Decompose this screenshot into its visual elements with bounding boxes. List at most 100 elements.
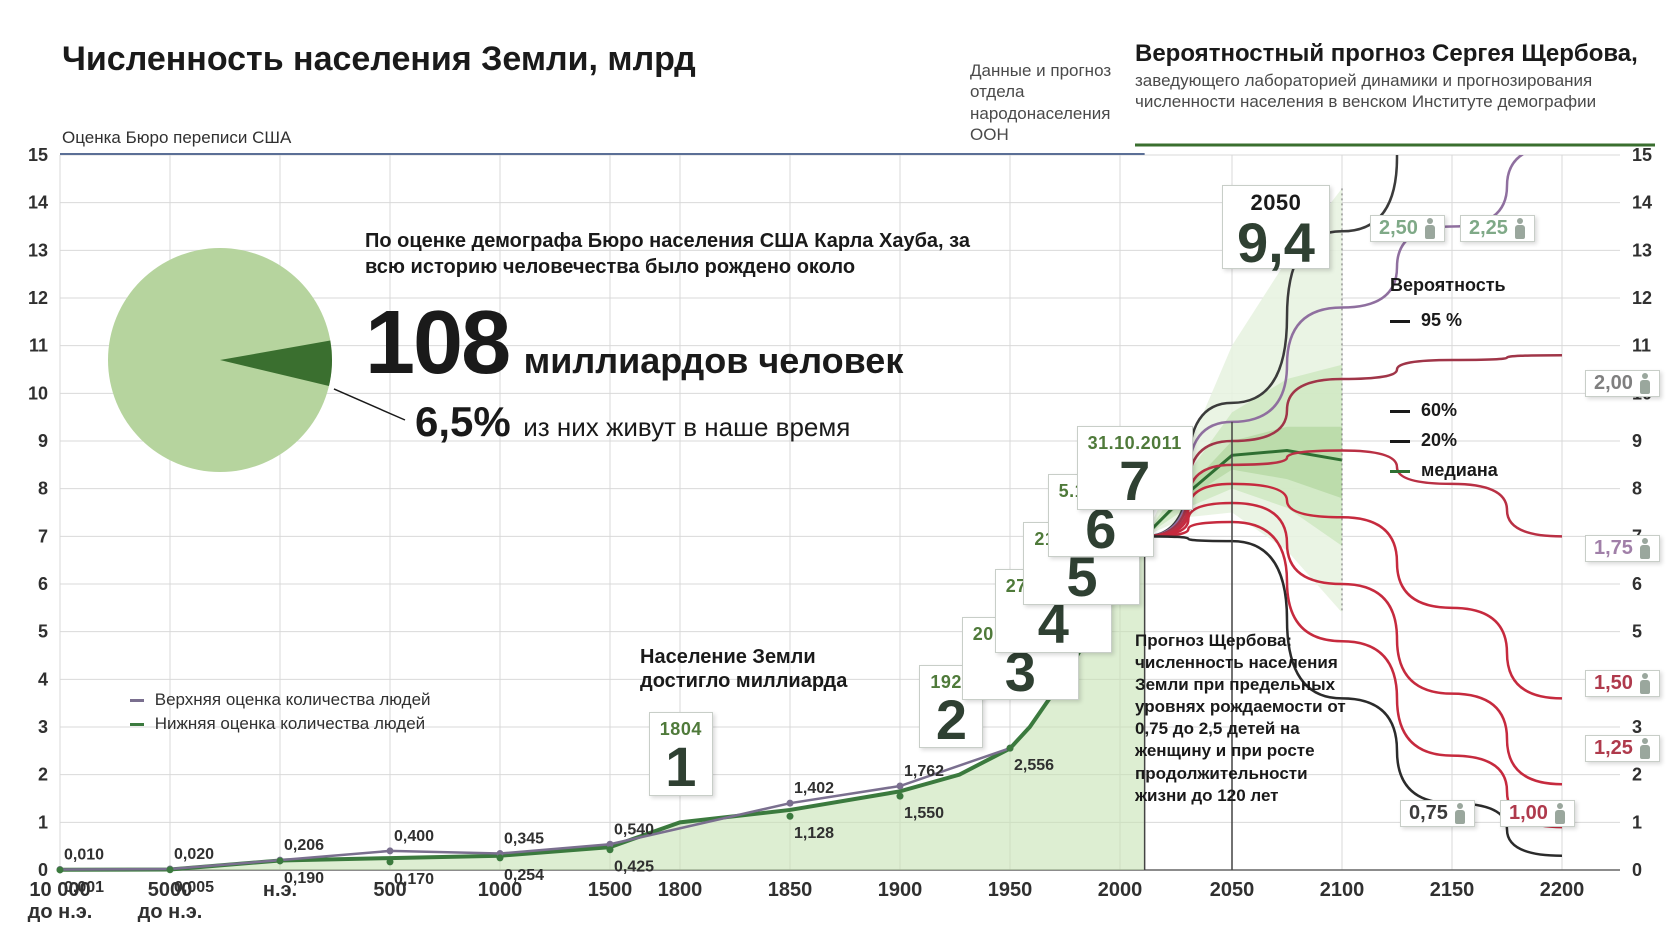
proj-value: 1,75 bbox=[1594, 537, 1633, 560]
svg-text:0,020: 0,020 bbox=[174, 846, 214, 863]
svg-text:до н.э.: до н.э. bbox=[138, 901, 203, 923]
proj-value: 1,00 bbox=[1509, 802, 1548, 825]
person-icon bbox=[1514, 218, 1526, 240]
pie-big-unit: миллиардов человек bbox=[524, 340, 904, 381]
svg-text:2100: 2100 bbox=[1320, 879, 1365, 901]
svg-text:7: 7 bbox=[38, 526, 48, 546]
proj-label-2,25: 2,25 bbox=[1460, 215, 1535, 242]
infographic-root: Численность населения Земли, млрд Оценка… bbox=[0, 0, 1680, 945]
svg-text:2200: 2200 bbox=[1540, 879, 1585, 901]
svg-text:0,001: 0,001 bbox=[64, 879, 104, 896]
proj-value: 1,50 bbox=[1594, 672, 1633, 695]
svg-text:2: 2 bbox=[1632, 765, 1642, 785]
milestone-number: 7 bbox=[1088, 456, 1182, 506]
pie-big-line: 108 миллиардов человек bbox=[365, 292, 903, 395]
svg-text:13: 13 bbox=[1632, 240, 1652, 260]
svg-text:6: 6 bbox=[38, 574, 48, 594]
svg-text:12: 12 bbox=[28, 288, 48, 308]
proj-label-2,50: 2,50 bbox=[1370, 215, 1445, 242]
svg-text:2000: 2000 bbox=[1098, 879, 1143, 901]
person-icon bbox=[1454, 803, 1466, 825]
person-icon bbox=[1639, 538, 1651, 560]
proj-label-1,50: 1,50 bbox=[1585, 670, 1660, 697]
svg-text:0,010: 0,010 bbox=[64, 847, 104, 864]
svg-text:5: 5 bbox=[1632, 622, 1642, 642]
svg-text:0,005: 0,005 bbox=[174, 879, 214, 896]
svg-text:2150: 2150 bbox=[1430, 879, 1475, 901]
proj-label-1,75: 1,75 bbox=[1585, 535, 1660, 562]
milestone-number: 1 bbox=[660, 742, 702, 792]
upper-estimate-legend: Верхняя оценка количества людей bbox=[130, 690, 431, 710]
milestone-box-1: 1804 1 bbox=[649, 712, 713, 795]
svg-text:0,345: 0,345 bbox=[504, 831, 544, 848]
svg-text:0,425: 0,425 bbox=[614, 859, 654, 876]
svg-text:1,128: 1,128 bbox=[794, 825, 834, 842]
person-icon bbox=[1554, 803, 1566, 825]
svg-text:8: 8 bbox=[38, 479, 48, 499]
svg-text:1,550: 1,550 bbox=[904, 805, 944, 822]
proj-label-2,00: 2,00 bbox=[1585, 370, 1660, 397]
prob-legend-20: 20% bbox=[1390, 430, 1457, 451]
scherbov-note: Прогноз Щербова: численность населения З… bbox=[1135, 630, 1360, 807]
svg-text:2: 2 bbox=[38, 765, 48, 785]
svg-text:10: 10 bbox=[28, 383, 48, 403]
svg-text:15: 15 bbox=[28, 145, 48, 165]
svg-text:1: 1 bbox=[1632, 812, 1642, 832]
svg-text:3: 3 bbox=[1632, 717, 1642, 737]
person-icon bbox=[1639, 373, 1651, 395]
svg-text:до н.э.: до н.э. bbox=[28, 901, 93, 923]
svg-text:1500: 1500 bbox=[588, 879, 633, 901]
svg-text:0: 0 bbox=[38, 860, 48, 880]
milestone-box-7: 31.10.2011 7 bbox=[1077, 426, 1193, 509]
svg-text:1800: 1800 bbox=[658, 879, 703, 901]
svg-text:15: 15 bbox=[1632, 145, 1652, 165]
proj-value: 2,00 bbox=[1594, 372, 1633, 395]
milestone-box-2050: 2050 9,4 bbox=[1222, 185, 1330, 269]
svg-text:12: 12 bbox=[1632, 288, 1652, 308]
svg-text:0,254: 0,254 bbox=[504, 867, 544, 884]
proj-label-1,25: 1,25 bbox=[1585, 735, 1660, 762]
svg-text:9: 9 bbox=[1632, 431, 1642, 451]
proj-label-0,75: 0,75 bbox=[1400, 800, 1475, 827]
svg-text:8: 8 bbox=[1632, 479, 1642, 499]
pie-caption-top: По оценке демографа Бюро населения США К… bbox=[365, 228, 975, 280]
pie-pct-unit: из них живут в наше время bbox=[523, 412, 850, 442]
svg-text:0,170: 0,170 bbox=[394, 871, 434, 888]
person-icon bbox=[1639, 673, 1651, 695]
svg-text:1850: 1850 bbox=[768, 879, 813, 901]
svg-text:0,400: 0,400 bbox=[394, 828, 434, 845]
milestone-caption: Население Земли достигло миллиарда bbox=[640, 645, 870, 693]
svg-text:4: 4 bbox=[38, 669, 48, 689]
person-icon bbox=[1424, 218, 1436, 240]
svg-text:14: 14 bbox=[1632, 193, 1652, 213]
svg-text:0,206: 0,206 bbox=[284, 837, 324, 854]
svg-text:14: 14 bbox=[28, 193, 48, 213]
milestone-number: 2 bbox=[930, 695, 972, 745]
proj-value: 2,25 bbox=[1469, 217, 1508, 240]
svg-text:1,402: 1,402 bbox=[794, 780, 834, 797]
prob-legend-title: Вероятность bbox=[1390, 275, 1506, 296]
prob-legend-60: 60% bbox=[1390, 400, 1457, 421]
prob-legend-median: медиана bbox=[1390, 460, 1498, 481]
proj-value: 2,50 bbox=[1379, 217, 1418, 240]
svg-text:2050: 2050 bbox=[1210, 879, 1255, 901]
person-icon bbox=[1639, 738, 1651, 760]
svg-text:11: 11 bbox=[29, 336, 48, 356]
svg-text:6: 6 bbox=[1632, 574, 1642, 594]
milestone-number: 9,4 bbox=[1237, 218, 1315, 268]
svg-text:3: 3 bbox=[38, 717, 48, 737]
svg-text:1: 1 bbox=[38, 812, 48, 832]
svg-text:0,540: 0,540 bbox=[614, 821, 654, 838]
svg-text:1,762: 1,762 bbox=[904, 763, 944, 780]
proj-value: 0,75 bbox=[1409, 802, 1448, 825]
svg-text:9: 9 bbox=[38, 431, 48, 451]
svg-text:0,190: 0,190 bbox=[284, 870, 324, 887]
svg-text:5: 5 bbox=[38, 622, 48, 642]
svg-text:1950: 1950 bbox=[988, 879, 1033, 901]
pie-pct: 6,5% bbox=[415, 398, 511, 445]
lower-estimate-legend: Нижняя оценка количества людей bbox=[130, 714, 425, 734]
pie-big-number: 108 bbox=[365, 293, 509, 393]
svg-text:0: 0 bbox=[1632, 860, 1642, 880]
pie-pct-line: 6,5% из них живут в наше время bbox=[415, 398, 850, 446]
proj-label-1,00: 1,00 bbox=[1500, 800, 1575, 827]
